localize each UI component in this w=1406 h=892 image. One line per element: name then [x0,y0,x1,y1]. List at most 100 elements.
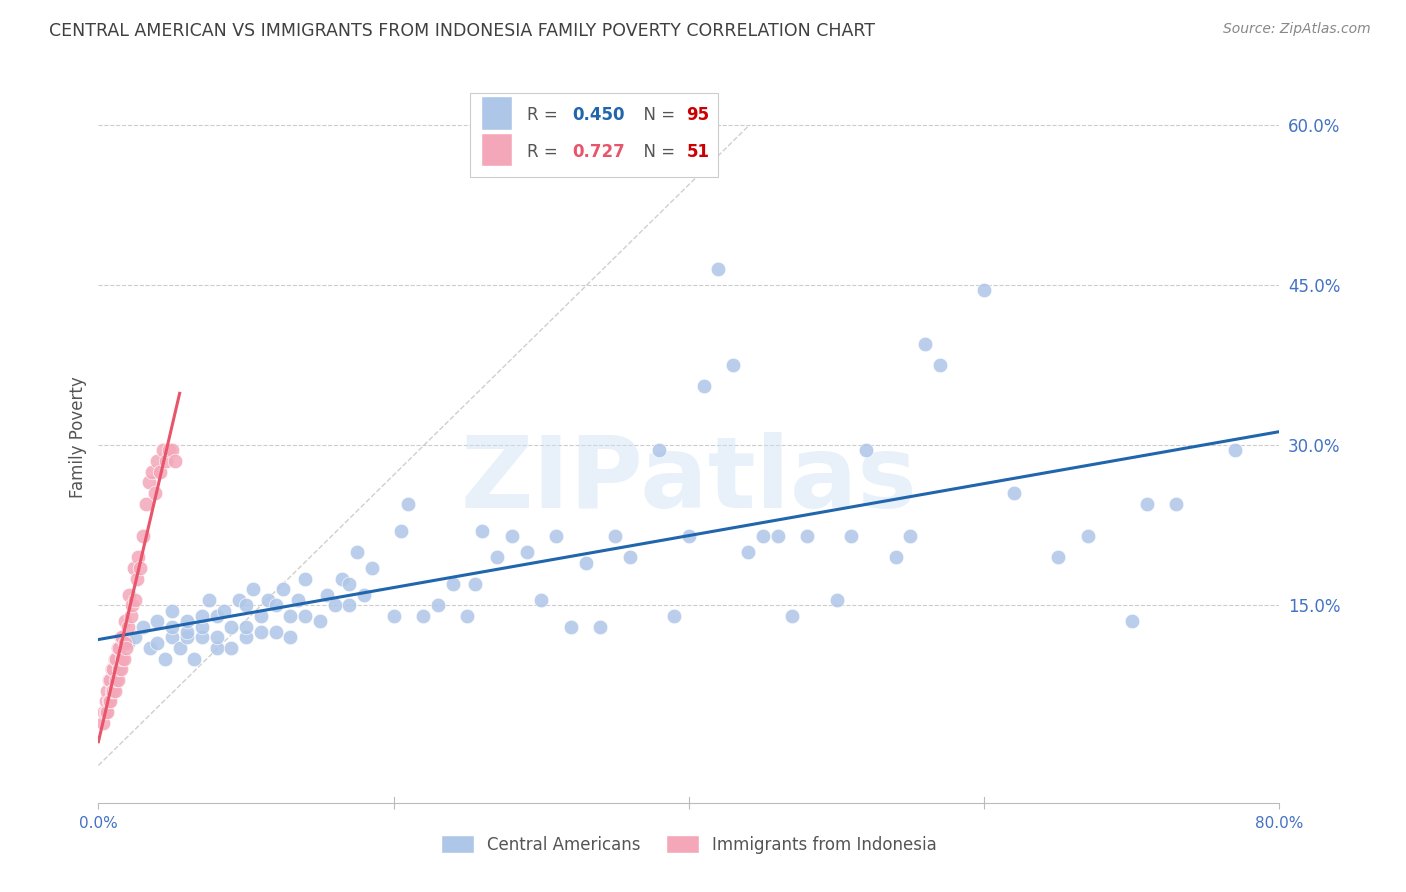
Point [1166,497,1188,511]
Point [108,662,131,676]
Point [242,582,264,597]
Point [398,497,420,511]
Point [96,705,118,719]
Point [117,635,139,649]
Point [1046,550,1070,565]
Point [464,577,486,591]
Point [589,619,612,633]
Point [118,588,141,602]
Point [250,609,273,624]
Point [330,572,353,586]
Point [471,524,494,538]
Point [176,630,198,644]
Point [114,635,136,649]
Point [132,619,155,633]
Point [723,358,745,372]
Point [91,715,114,730]
Point [766,529,789,543]
Point [221,640,243,655]
Point [198,593,221,607]
Point [155,454,177,468]
Point [346,545,368,559]
Point [707,261,730,276]
Point [103,662,125,676]
Point [280,609,302,624]
Point [294,572,316,586]
Point [212,604,235,618]
Point [560,619,582,633]
Point [153,651,176,665]
Point [141,465,163,479]
Text: ZIPatlas: ZIPatlas [461,433,917,530]
Point [176,614,198,628]
Point [135,497,157,511]
Point [132,529,155,543]
Point [339,599,361,613]
Point [737,545,759,559]
Point [825,593,848,607]
Point [121,599,143,613]
Point [191,619,214,633]
Point [169,640,191,655]
Point [105,651,128,665]
FancyBboxPatch shape [471,94,718,178]
Point [108,640,131,655]
FancyBboxPatch shape [482,134,512,167]
Point [110,662,132,676]
Text: CENTRAL AMERICAN VS IMMIGRANTS FROM INDONESIA FAMILY POVERTY CORRELATION CHART: CENTRAL AMERICAN VS IMMIGRANTS FROM INDO… [49,22,875,40]
Text: 0.450: 0.450 [572,106,624,124]
Point [235,619,257,633]
Point [146,454,169,468]
Point [678,529,700,543]
Y-axis label: Family Poverty: Family Poverty [69,376,87,498]
Point [530,593,553,607]
Point [389,524,412,538]
Point [124,593,146,607]
Point [111,630,134,644]
Point [205,640,228,655]
Point [900,529,922,543]
Point [221,619,243,633]
Point [96,683,118,698]
Point [884,550,907,565]
Text: Source: ZipAtlas.com: Source: ZipAtlas.com [1223,22,1371,37]
Point [105,673,128,687]
Point [114,614,136,628]
Point [457,609,479,624]
Point [250,624,273,639]
Point [110,630,132,644]
Point [98,673,121,687]
Point [98,694,121,708]
Point [1002,486,1025,500]
Point [104,651,127,665]
Point [287,593,309,607]
Point [339,577,361,591]
Point [111,651,134,665]
Point [94,694,117,708]
Point [914,336,936,351]
Legend: Central Americans, Immigrants from Indonesia: Central Americans, Immigrants from Indon… [434,829,943,860]
Point [264,599,287,613]
Point [796,529,818,543]
Point [841,529,863,543]
Point [97,673,120,687]
Point [93,705,115,719]
Point [382,609,405,624]
Point [235,599,257,613]
Point [162,604,183,618]
Text: N =: N = [634,143,681,161]
Point [575,556,598,570]
Point [664,609,686,624]
Point [441,577,464,591]
Point [619,550,641,565]
FancyBboxPatch shape [482,97,512,130]
Point [316,588,339,602]
Point [605,529,627,543]
Point [205,609,228,624]
Point [309,614,332,628]
Point [107,640,129,655]
Point [752,529,775,543]
Point [1121,614,1143,628]
Point [973,283,995,297]
Point [501,529,523,543]
